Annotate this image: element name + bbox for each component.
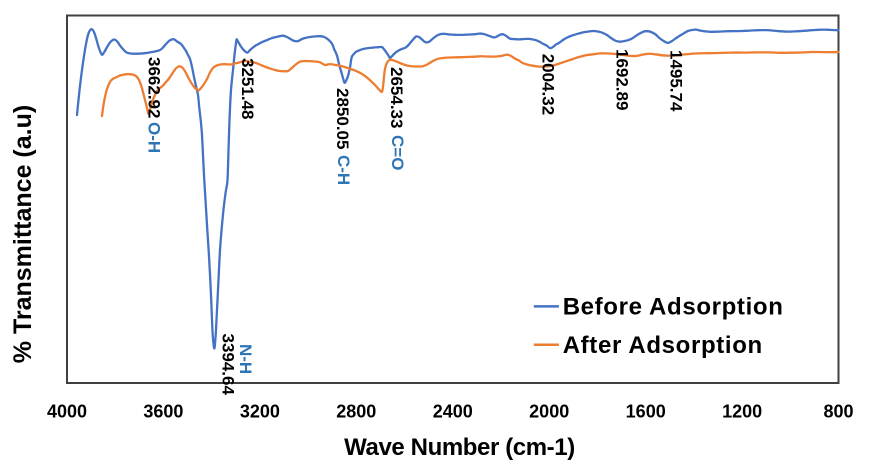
- svg-text:Before Adsorption: Before Adsorption: [563, 294, 784, 321]
- svg-text:2400: 2400: [433, 402, 473, 422]
- svg-text:3600: 3600: [143, 402, 183, 422]
- svg-text:N-H: N-H: [236, 344, 255, 374]
- svg-text:2654.33: 2654.33: [387, 67, 406, 128]
- svg-text:1600: 1600: [626, 402, 666, 422]
- svg-text:3251.48: 3251.48: [238, 58, 257, 119]
- svg-text:1200: 1200: [722, 402, 762, 422]
- svg-text:2000: 2000: [529, 402, 569, 422]
- svg-text:1495.74: 1495.74: [666, 50, 685, 112]
- svg-text:800: 800: [823, 402, 853, 422]
- svg-text:4000: 4000: [47, 402, 87, 422]
- svg-text:C=O: C=O: [388, 135, 407, 170]
- svg-text:1692.89: 1692.89: [612, 49, 631, 110]
- svg-text:3662.92: 3662.92: [144, 57, 163, 118]
- svg-text:Wave Number (cm-1): Wave Number (cm-1): [344, 434, 575, 461]
- svg-text:2800: 2800: [336, 402, 376, 422]
- svg-text:3394.64: 3394.64: [218, 334, 237, 396]
- svg-text:3200: 3200: [240, 402, 280, 422]
- svg-text:% Transmittance (a.u): % Transmittance (a.u): [9, 105, 37, 363]
- svg-text:After Adsorption: After Adsorption: [563, 332, 763, 359]
- svg-text:2850.05: 2850.05: [333, 88, 352, 149]
- svg-text:C-H: C-H: [334, 155, 353, 185]
- svg-text:2004.32: 2004.32: [539, 54, 558, 115]
- svg-text:O-H: O-H: [144, 122, 163, 153]
